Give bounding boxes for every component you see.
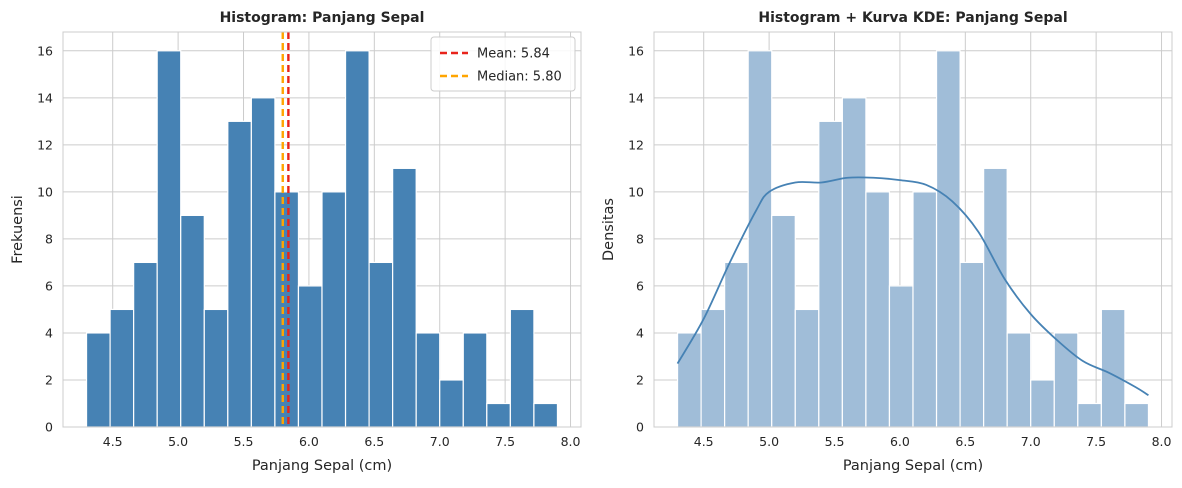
histogram-bar — [203, 308, 229, 428]
chart-title: Histogram: Panjang Sepal — [220, 10, 425, 26]
histogram-bar — [1100, 308, 1126, 428]
y-tick-label: 0 — [636, 420, 644, 435]
histogram-bar — [133, 261, 158, 428]
y-tick-label: 6 — [45, 278, 53, 293]
x-tick-label: 5.5 — [825, 434, 845, 449]
histogram-kde-panel: 4.5 5.0 5.5 6.0 6.5 7.0 7.5 8.0 0 2 4 6 8 10 12 14 16 His… — [601, 10, 1173, 474]
x-axis-label: Panjang Sepal (cm) — [252, 458, 392, 474]
legend-median-label: Median: 5.80 — [477, 70, 562, 85]
plot-frame — [653, 31, 1173, 428]
y-tick-label: 14 — [37, 90, 53, 105]
x-tick-label: 6.5 — [955, 434, 975, 449]
histogram-bar — [180, 214, 205, 428]
y-tick-label: 4 — [636, 325, 644, 340]
histogram-bar — [676, 332, 702, 428]
histogram-bar — [1030, 379, 1055, 428]
histogram-bar — [983, 167, 1008, 428]
histogram-bar — [935, 50, 961, 428]
histogram-bar — [227, 120, 252, 428]
x-tick-label: 5.5 — [234, 434, 254, 449]
x-tick-label: 7.0 — [430, 434, 450, 449]
histogram-bar — [818, 120, 843, 428]
histogram-bar — [392, 167, 417, 428]
y-tick-label: 0 — [45, 420, 53, 435]
histogram-bar — [1006, 332, 1032, 428]
x-axis-label: Panjang Sepal (cm) — [843, 458, 983, 474]
y-tick-label: 6 — [636, 278, 644, 293]
x-tick-label: 5.0 — [759, 434, 779, 449]
histogram-bar — [321, 191, 347, 428]
x-tick-label: 6.0 — [890, 434, 910, 449]
y-axis-label: Frekuensi — [10, 195, 26, 264]
y-tick-label: 10 — [628, 184, 644, 199]
y-axis-label: Densitas — [601, 198, 617, 261]
histogram-bar — [865, 191, 891, 428]
y-tick-label: 8 — [636, 231, 644, 246]
histogram-bar — [250, 97, 276, 428]
y-tick-label: 12 — [37, 137, 53, 152]
y-tick-label: 14 — [628, 90, 644, 105]
histogram-bar — [439, 379, 464, 428]
histogram-bar — [888, 285, 914, 428]
x-tick-label: 8.0 — [561, 434, 581, 449]
histogram-bar — [85, 332, 111, 428]
histogram-bar — [297, 285, 323, 428]
y-tick-label: 2 — [45, 372, 53, 387]
x-tick-label: 7.5 — [495, 434, 515, 449]
legend-mean-label: Mean: 5.84 — [477, 47, 550, 62]
x-tick-label: 6.5 — [364, 434, 384, 449]
x-tick-label: 7.5 — [1086, 434, 1106, 449]
histogram-bar — [486, 402, 511, 428]
histogram-bar — [771, 214, 796, 428]
y-tick-label: 2 — [636, 372, 644, 387]
histogram-bar — [912, 191, 938, 428]
x-tick-label: 8.0 — [1152, 434, 1172, 449]
histogram-bar — [109, 308, 135, 428]
histogram-bar — [841, 97, 867, 428]
histogram-bar — [700, 308, 726, 428]
kde-curve — [676, 176, 1149, 397]
y-tick-label: 8 — [45, 231, 53, 246]
histogram-bar — [509, 308, 535, 428]
x-tick-label: 7.0 — [1021, 434, 1041, 449]
legend-box — [430, 36, 576, 92]
x-tick-label: 4.5 — [103, 434, 123, 449]
x-tick-label: 4.5 — [694, 434, 714, 449]
y-tick-label: 12 — [628, 137, 644, 152]
plot-frame — [62, 31, 582, 428]
histogram-bar — [1077, 402, 1102, 428]
histogram-bar — [368, 261, 394, 428]
y-tick-label: 16 — [628, 43, 644, 58]
histogram-bar — [462, 332, 488, 428]
histogram-bar — [1124, 402, 1150, 428]
histogram-panel: 4.5 5.0 5.5 6.0 6.5 7.0 7.5 8.0 0 2 4 6 8 10 12 14 16 His… — [10, 10, 582, 474]
y-tick-label: 16 — [37, 43, 53, 58]
y-tick-label: 10 — [37, 184, 53, 199]
histogram-bar — [415, 332, 441, 428]
histogram-bar — [344, 50, 370, 428]
histogram-bar — [747, 50, 773, 428]
histogram-bar — [959, 261, 985, 428]
histogram-bar — [156, 50, 182, 428]
y-tick-label: 4 — [45, 325, 53, 340]
chart-title: Histogram + Kurva KDE: Panjang Sepal — [758, 10, 1067, 26]
x-tick-label: 6.0 — [299, 434, 319, 449]
histogram-bar — [533, 402, 559, 428]
x-tick-label: 5.0 — [168, 434, 188, 449]
histogram-bar — [724, 261, 749, 428]
histogram-bar — [794, 308, 820, 428]
histogram-bar — [274, 191, 300, 428]
